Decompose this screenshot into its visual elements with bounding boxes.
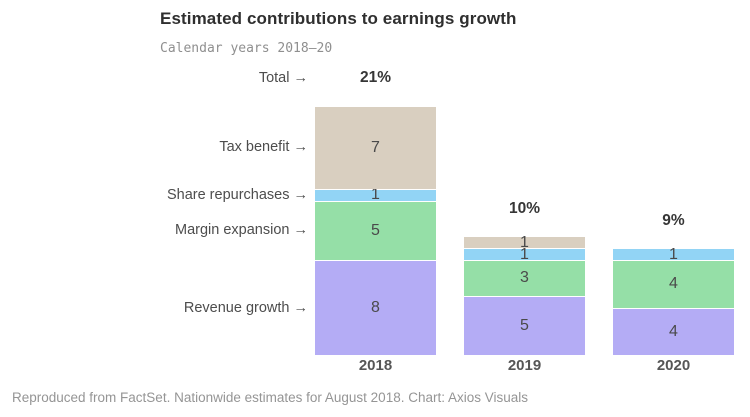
chart-title: Estimated contributions to earnings grow… — [160, 9, 517, 28]
segment-revenue-growth-2020: 4 — [613, 308, 734, 355]
segment-value: 5 — [371, 221, 380, 239]
segment-value: 1 — [520, 245, 529, 263]
total-label-2018: 21% — [359, 69, 392, 87]
segment-value: 7 — [371, 138, 380, 156]
segment-value: 1 — [520, 233, 529, 251]
segment-value: 8 — [371, 299, 380, 317]
segment-share-repurchases-2020: 1 — [613, 245, 734, 263]
axis-label-2020: 2020 — [656, 357, 691, 374]
segment-value: 4 — [669, 322, 678, 340]
source-note: Reproduced from FactSet. Nationwide esti… — [12, 390, 529, 405]
row-label-share-repurchases: Share repurchases → — [166, 186, 308, 203]
axis-label-2018: 2018 — [358, 357, 393, 374]
row-label-revenue-growth: Revenue growth → — [183, 299, 308, 316]
segment-tax-benefit-2019: 1 — [464, 233, 585, 251]
segment-margin-expansion-2018: 5 — [315, 201, 436, 261]
total-label-2019: 10% — [508, 199, 541, 217]
segment-margin-expansion-2020: 4 — [613, 261, 734, 308]
segment-value: 5 — [520, 316, 529, 334]
segment-value: 4 — [669, 275, 678, 293]
segment-tax-benefit-2018: 7 — [315, 106, 436, 189]
row-label-tax-benefit: Tax benefit → — [219, 139, 308, 156]
row-label-total: Total → — [258, 70, 308, 87]
segment-value: 1 — [371, 186, 380, 204]
total-label-2020: 9% — [662, 211, 685, 229]
segment-share-repurchases-2019: 1 — [464, 245, 585, 263]
segment-revenue-growth-2018: 8 — [315, 261, 436, 355]
segment-share-repurchases-2018: 1 — [315, 186, 436, 204]
chart-subtitle: Calendar years 2018–20 — [160, 41, 333, 56]
row-label-margin-expansion: Margin expansion → — [175, 222, 308, 239]
axis-label-2019: 2019 — [507, 357, 542, 374]
segment-margin-expansion-2019: 3 — [464, 261, 585, 296]
segment-revenue-growth-2019: 5 — [464, 296, 585, 355]
segment-value: 1 — [669, 245, 678, 263]
segment-value: 3 — [520, 269, 529, 287]
